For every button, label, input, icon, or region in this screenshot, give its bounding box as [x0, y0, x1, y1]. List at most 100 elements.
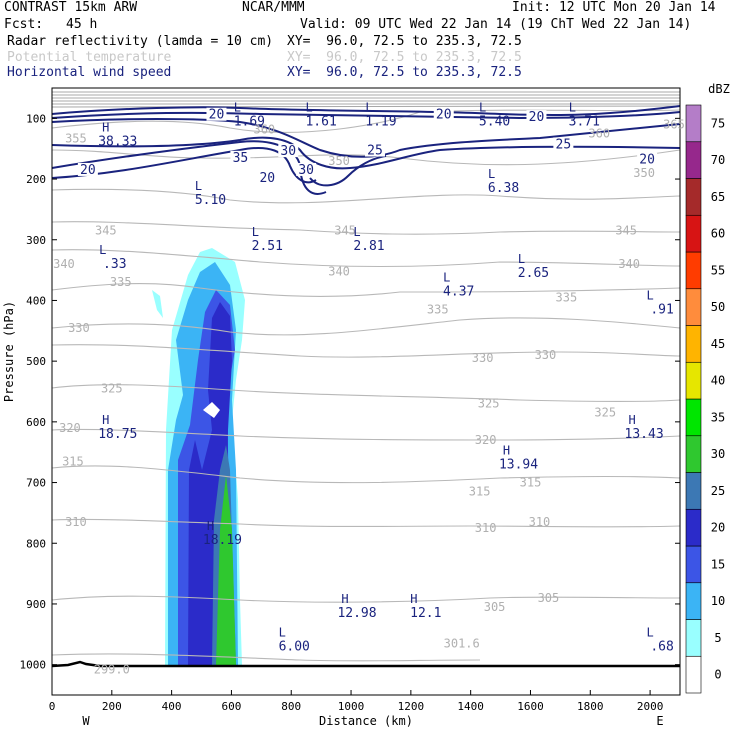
extremum-value: 5.40: [479, 114, 510, 129]
wind-label-bg: [553, 137, 574, 151]
theta-label: 320: [59, 421, 81, 435]
terrain-line: [51, 660, 680, 668]
theta-label: 320: [475, 433, 497, 447]
wind-label: 35: [233, 151, 249, 166]
plot-frame: [51, 87, 681, 696]
theta-label: 335: [110, 275, 132, 289]
extremum-marker: H: [628, 413, 635, 427]
extremum-marker: L: [234, 100, 241, 114]
colorbar-swatch: [685, 545, 702, 584]
theta-label: 330: [535, 348, 557, 362]
x-tick-label: 1800: [577, 700, 604, 713]
extremum-marker: L: [279, 625, 286, 639]
colorbar-swatch: [685, 141, 702, 179]
extremum-marker: L: [353, 225, 360, 239]
y-tick-label: 1000: [20, 659, 47, 672]
wind-label-bg: [206, 107, 227, 121]
wind-label-bg: [278, 144, 299, 158]
theta-labels: 365 360 360 355 350 350 345 345 345 340 340 340 335 3…: [53, 117, 685, 676]
theta-label: 305: [484, 600, 506, 614]
theta-label: 325: [594, 406, 616, 420]
x-tick-label: 1600: [517, 700, 544, 713]
wind-label: 20: [436, 108, 452, 123]
colorbar-swatch: [685, 214, 702, 253]
theta-label: 355: [65, 131, 87, 145]
extremum-value: 38.33: [98, 134, 137, 149]
theta-label: 340: [53, 257, 75, 271]
x-tick-label: 2000: [637, 700, 664, 713]
y-tick-label: 600: [26, 416, 46, 429]
colorbar-label: 55: [711, 263, 725, 277]
extremum-marker: L: [646, 288, 653, 302]
extremum-value: 2.51: [252, 239, 283, 254]
reflectivity-5dbz-fringe: [152, 290, 163, 318]
west-label: W: [82, 714, 90, 728]
extremum-value: 3.71: [569, 114, 600, 129]
theta-label: 325: [101, 381, 123, 395]
x-tick-label: 1000: [338, 700, 365, 713]
wind-label-bg: [364, 143, 385, 157]
extremum-marker: L: [365, 100, 372, 114]
colorbar-swatch: [685, 582, 702, 620]
y-tick-label: 800: [26, 537, 46, 550]
colorbar-swatch: [685, 619, 702, 657]
extremum-marker: L: [479, 100, 486, 114]
colorbar-label: 35: [711, 410, 725, 424]
theta-label: 330: [68, 321, 90, 335]
theta-label: 310: [65, 515, 87, 529]
extremum-marker: H: [341, 592, 348, 606]
org-label: NCAR/MMM: [242, 0, 305, 15]
extremum-marker: L: [99, 243, 106, 257]
theta-label: 315: [469, 485, 491, 499]
theta-label: 345: [95, 224, 117, 238]
model-title: CONTRAST 15km ARW: [4, 0, 138, 15]
colorbar-label: 50: [711, 300, 725, 314]
extremum-value: 6.38: [488, 181, 519, 196]
wind-label: 30: [280, 144, 296, 159]
x-tick-label: 1200: [398, 700, 425, 713]
theta-upper-bundle: [51, 91, 681, 108]
y-tick-label: 400: [26, 294, 46, 307]
extremum-value: .33: [103, 257, 126, 272]
theta-label: 305: [538, 591, 560, 605]
extremum-value: 12.1: [410, 606, 441, 621]
extremum-value: 18.75: [98, 427, 137, 442]
y-tick-label: 900: [26, 598, 46, 611]
extremum-value: .91: [650, 302, 673, 317]
theta-label: 340: [328, 264, 350, 278]
colorbar-swatch: [685, 178, 702, 216]
extremum-marker: H: [102, 413, 109, 427]
colorbar-label: 25: [711, 484, 725, 498]
field-wind: Horizontal wind speed: [7, 65, 172, 80]
colorbar: 0 5 10 15 20 25 30 35 40 45 50 55 60 65 70 75 dBZ: [685, 82, 730, 694]
extrema-labels: L1.69L1.61L1.19L5.40L3.71H38.33L5.10L6.3…: [98, 100, 674, 654]
extremum-marker: L: [195, 179, 202, 193]
colorbar-label: 15: [711, 557, 725, 571]
init-time: Init: 12 UTC Mon 20 Jan 14: [512, 0, 716, 15]
y-tick-label: 700: [26, 477, 46, 490]
theta-label: 350: [328, 154, 350, 168]
colorbar-label: 5: [714, 631, 721, 645]
theta-label: 350: [633, 166, 655, 180]
extremum-value: 5.10: [195, 193, 226, 208]
x-tick-label: 400: [162, 700, 182, 713]
theta-label: 315: [62, 454, 84, 468]
wind-label-bg: [77, 162, 98, 176]
wind-label-bg: [230, 150, 251, 164]
colorbar-swatch: [685, 398, 702, 437]
colorbar-label: 0: [714, 668, 721, 682]
wind-label: 25: [556, 137, 572, 152]
colorbar-swatch: [685, 325, 702, 363]
wind-contours: [51, 105, 681, 195]
extremum-marker: L: [518, 252, 525, 266]
forecast-hour: 45 h: [66, 17, 98, 32]
colorbar-label: 75: [711, 116, 725, 130]
colorbar-swatch: [685, 104, 702, 143]
reflectivity-shading: [152, 248, 245, 665]
x-tick-label: 200: [102, 700, 122, 713]
y-axis-label: Pressure (hPa): [2, 301, 16, 402]
theta-label: 365: [663, 117, 685, 131]
extremum-value: 2.65: [518, 266, 549, 281]
